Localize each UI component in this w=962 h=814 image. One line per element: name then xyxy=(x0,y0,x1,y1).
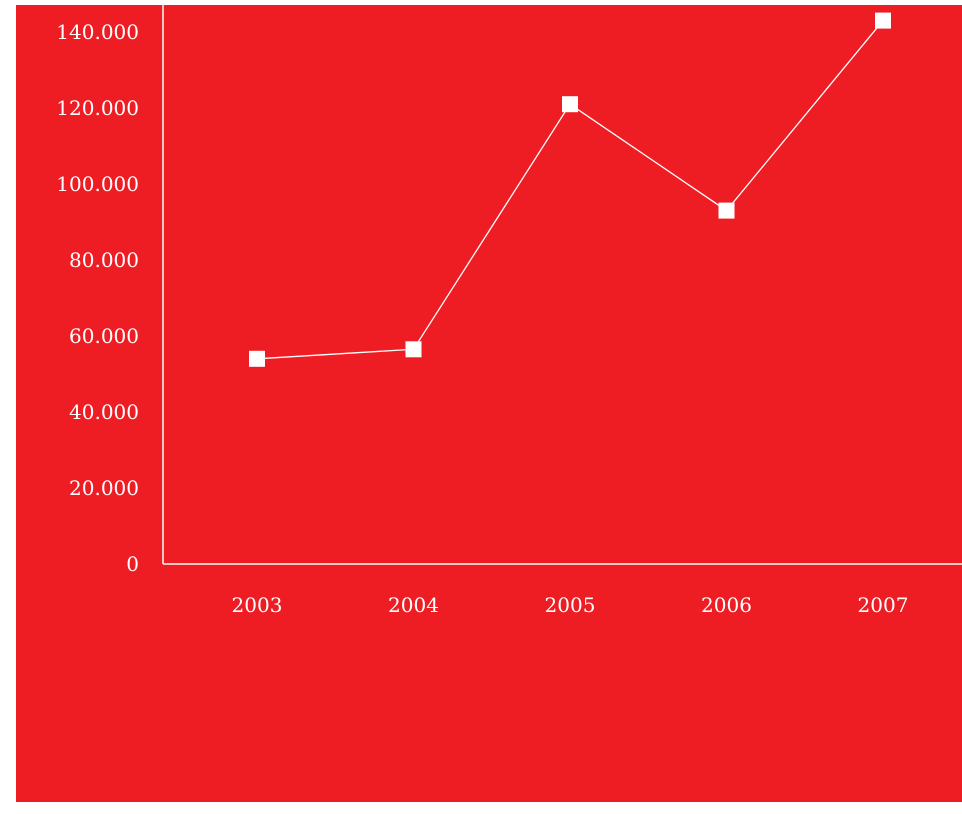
y-tick-label: 100.000 xyxy=(56,172,139,196)
data-point-marker xyxy=(875,12,891,29)
y-tick-label: 40.000 xyxy=(69,400,139,424)
x-tick-label: 2003 xyxy=(232,593,283,617)
y-tick-label: 80.000 xyxy=(69,248,139,272)
x-tick-labels: 2003 2004 2005 2006 2007 xyxy=(232,593,909,617)
y-tick-label: 60.000 xyxy=(69,324,139,348)
y-tick-label: 120.000 xyxy=(56,96,139,120)
data-point-marker xyxy=(405,341,422,358)
x-tick-label: 2006 xyxy=(701,593,752,617)
x-tick-label: 2005 xyxy=(545,593,596,617)
data-point-marker xyxy=(718,202,735,219)
chart-panel xyxy=(16,5,962,802)
series-group xyxy=(249,12,891,367)
y-tick-label: 140.000 xyxy=(56,20,139,44)
x-tick-label: 2004 xyxy=(388,593,439,617)
x-tick-label: 2007 xyxy=(858,593,909,617)
series-line xyxy=(256,20,884,360)
y-tick-label: 20.000 xyxy=(69,476,139,500)
data-point-marker xyxy=(249,350,265,367)
y-tick-label: 0 xyxy=(126,552,139,576)
y-tick-labels: 0 20.000 40.000 60.000 80.000 100.000 120.000 1… xyxy=(56,20,139,576)
data-point-marker xyxy=(562,96,578,113)
